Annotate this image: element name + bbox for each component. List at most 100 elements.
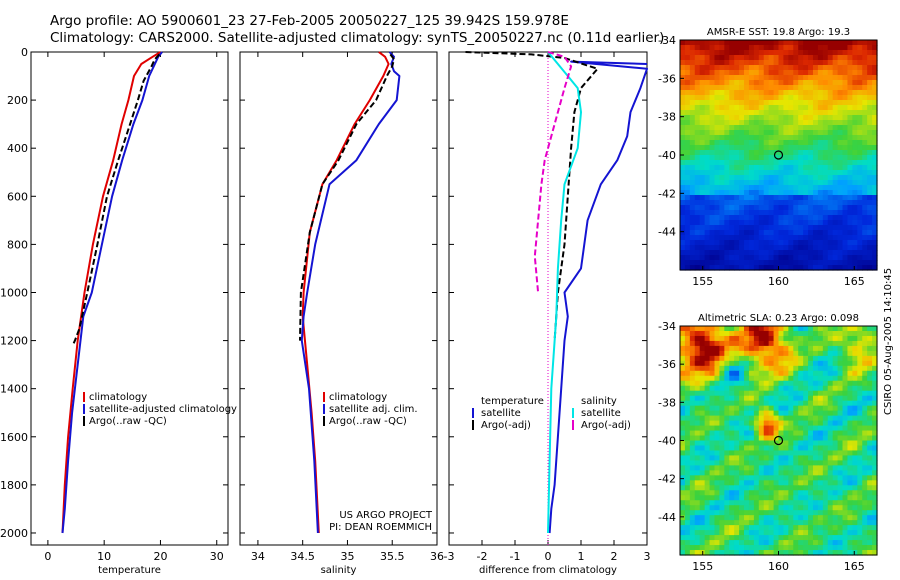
sla_map-cell xyxy=(808,540,814,546)
sla_map-cell xyxy=(798,395,804,402)
salinity-legend-label: Argo(..raw -QC) xyxy=(329,416,407,427)
sst_map-cell xyxy=(803,115,809,121)
sla_map-cell xyxy=(808,335,814,342)
sla_map-cell xyxy=(867,530,873,536)
sst_map-cell xyxy=(798,210,804,216)
sla_map-cell xyxy=(748,435,755,442)
legend-sal-label: Argo(-adj) xyxy=(581,420,631,431)
sst_map-cell xyxy=(734,110,740,116)
sla_map-cell xyxy=(783,405,789,412)
sst_map-cell xyxy=(724,40,730,46)
sst_map-cell xyxy=(832,85,839,91)
sla_map-cell xyxy=(817,480,824,486)
sla_map-cell xyxy=(694,535,701,541)
sst_map-cell xyxy=(724,100,730,106)
sla_map-cell xyxy=(783,385,789,392)
sla_map-cell xyxy=(857,505,863,511)
sst_map-cell xyxy=(684,210,691,216)
sla_map-cell xyxy=(684,455,691,462)
sst_map-cell xyxy=(852,255,858,261)
sla_map-cell xyxy=(803,340,809,347)
sst_map-cell xyxy=(739,255,745,261)
sla_map-cell xyxy=(847,545,853,551)
sla_map-cell xyxy=(857,415,863,422)
sla_map-cell xyxy=(852,540,858,546)
sst_map-cell xyxy=(803,255,809,261)
sst_map-cell xyxy=(689,225,696,231)
sst_map-cell xyxy=(699,170,706,176)
salinity-legend-label: climatology xyxy=(329,392,387,403)
sla_map-cell xyxy=(694,490,701,496)
sst_map-cell xyxy=(714,215,720,221)
sst_map-cell xyxy=(788,55,794,61)
sla_map-cell xyxy=(867,535,873,541)
sst_map-cell xyxy=(709,200,716,206)
sla_map-cell xyxy=(847,450,853,457)
sst_map-cell xyxy=(783,240,789,246)
difference-xtick-label: 1 xyxy=(578,550,585,563)
sla_map-cell xyxy=(753,500,760,506)
sla_map-cell xyxy=(709,465,716,471)
sst_map-cell xyxy=(847,215,853,221)
sla_map-ytick-label: -38 xyxy=(658,396,676,409)
salinity-xlabel: salinity xyxy=(321,565,357,576)
sla_map-cell xyxy=(758,400,765,407)
sla_map-cell xyxy=(744,530,750,536)
sla_map-cell xyxy=(832,550,839,556)
sst_map-cell xyxy=(822,160,829,166)
sla_map-cell xyxy=(744,365,750,372)
sla_map-cell xyxy=(857,475,863,481)
sst_map-cell xyxy=(808,185,814,191)
sla_map-cell xyxy=(867,370,873,377)
sla_map-cell xyxy=(793,410,799,417)
sla_map-cell xyxy=(704,380,711,387)
sst_map-cell xyxy=(788,220,794,226)
sst_map-cell xyxy=(788,210,794,216)
sla_map-cell xyxy=(783,425,789,432)
sla_map-cell xyxy=(699,490,706,496)
sla_map-cell xyxy=(684,500,691,506)
sla_map-cell xyxy=(689,380,696,387)
sst_map-cell xyxy=(803,155,809,161)
sla_map-cell xyxy=(719,490,725,496)
sst_map-cell xyxy=(822,195,829,201)
sst_map-cell xyxy=(857,190,863,196)
sla_map-cell xyxy=(822,485,829,491)
sla_map-cell xyxy=(709,380,716,387)
sst_map-cell xyxy=(773,255,780,261)
sla_map-cell xyxy=(689,430,696,437)
sst_map-cell xyxy=(822,105,829,111)
sst_map-cell xyxy=(857,85,863,91)
sla_map-cell xyxy=(812,485,819,491)
sst_map-cell xyxy=(704,255,711,261)
sst_map-cell xyxy=(832,90,839,96)
sla_map-cell xyxy=(704,515,711,521)
sla_map-cell xyxy=(842,505,849,511)
sla_map-cell xyxy=(872,540,878,546)
sst_map-cell xyxy=(817,80,824,86)
sla_map-cell xyxy=(783,455,789,462)
sla_map-cell xyxy=(832,365,839,372)
sst_map-cell xyxy=(753,255,760,261)
sst_map-cell xyxy=(803,80,809,86)
sst_map-cell xyxy=(709,215,716,221)
sla_map-cell xyxy=(734,335,740,342)
sla_map-cell xyxy=(783,380,789,387)
sla_map-cell xyxy=(704,420,711,427)
sla_map-cell xyxy=(680,495,686,501)
sst_map-cell xyxy=(768,135,775,141)
sla_map-cell xyxy=(714,425,720,432)
sla_map-cell xyxy=(739,425,745,432)
sst_map-cell xyxy=(857,145,863,151)
sst_map-cell xyxy=(763,160,770,166)
sst_map-cell xyxy=(724,50,730,56)
sst_map-cell xyxy=(744,100,750,106)
sst_map-cell xyxy=(793,160,799,166)
sla_map-cell xyxy=(808,370,814,377)
sla_map-cell xyxy=(812,545,819,551)
sst_map-cell xyxy=(798,220,804,226)
sst_map-cell xyxy=(729,40,735,46)
sst_map-cell xyxy=(704,135,711,141)
sla_map-cell xyxy=(753,355,760,362)
sla_map-cell xyxy=(867,405,873,412)
